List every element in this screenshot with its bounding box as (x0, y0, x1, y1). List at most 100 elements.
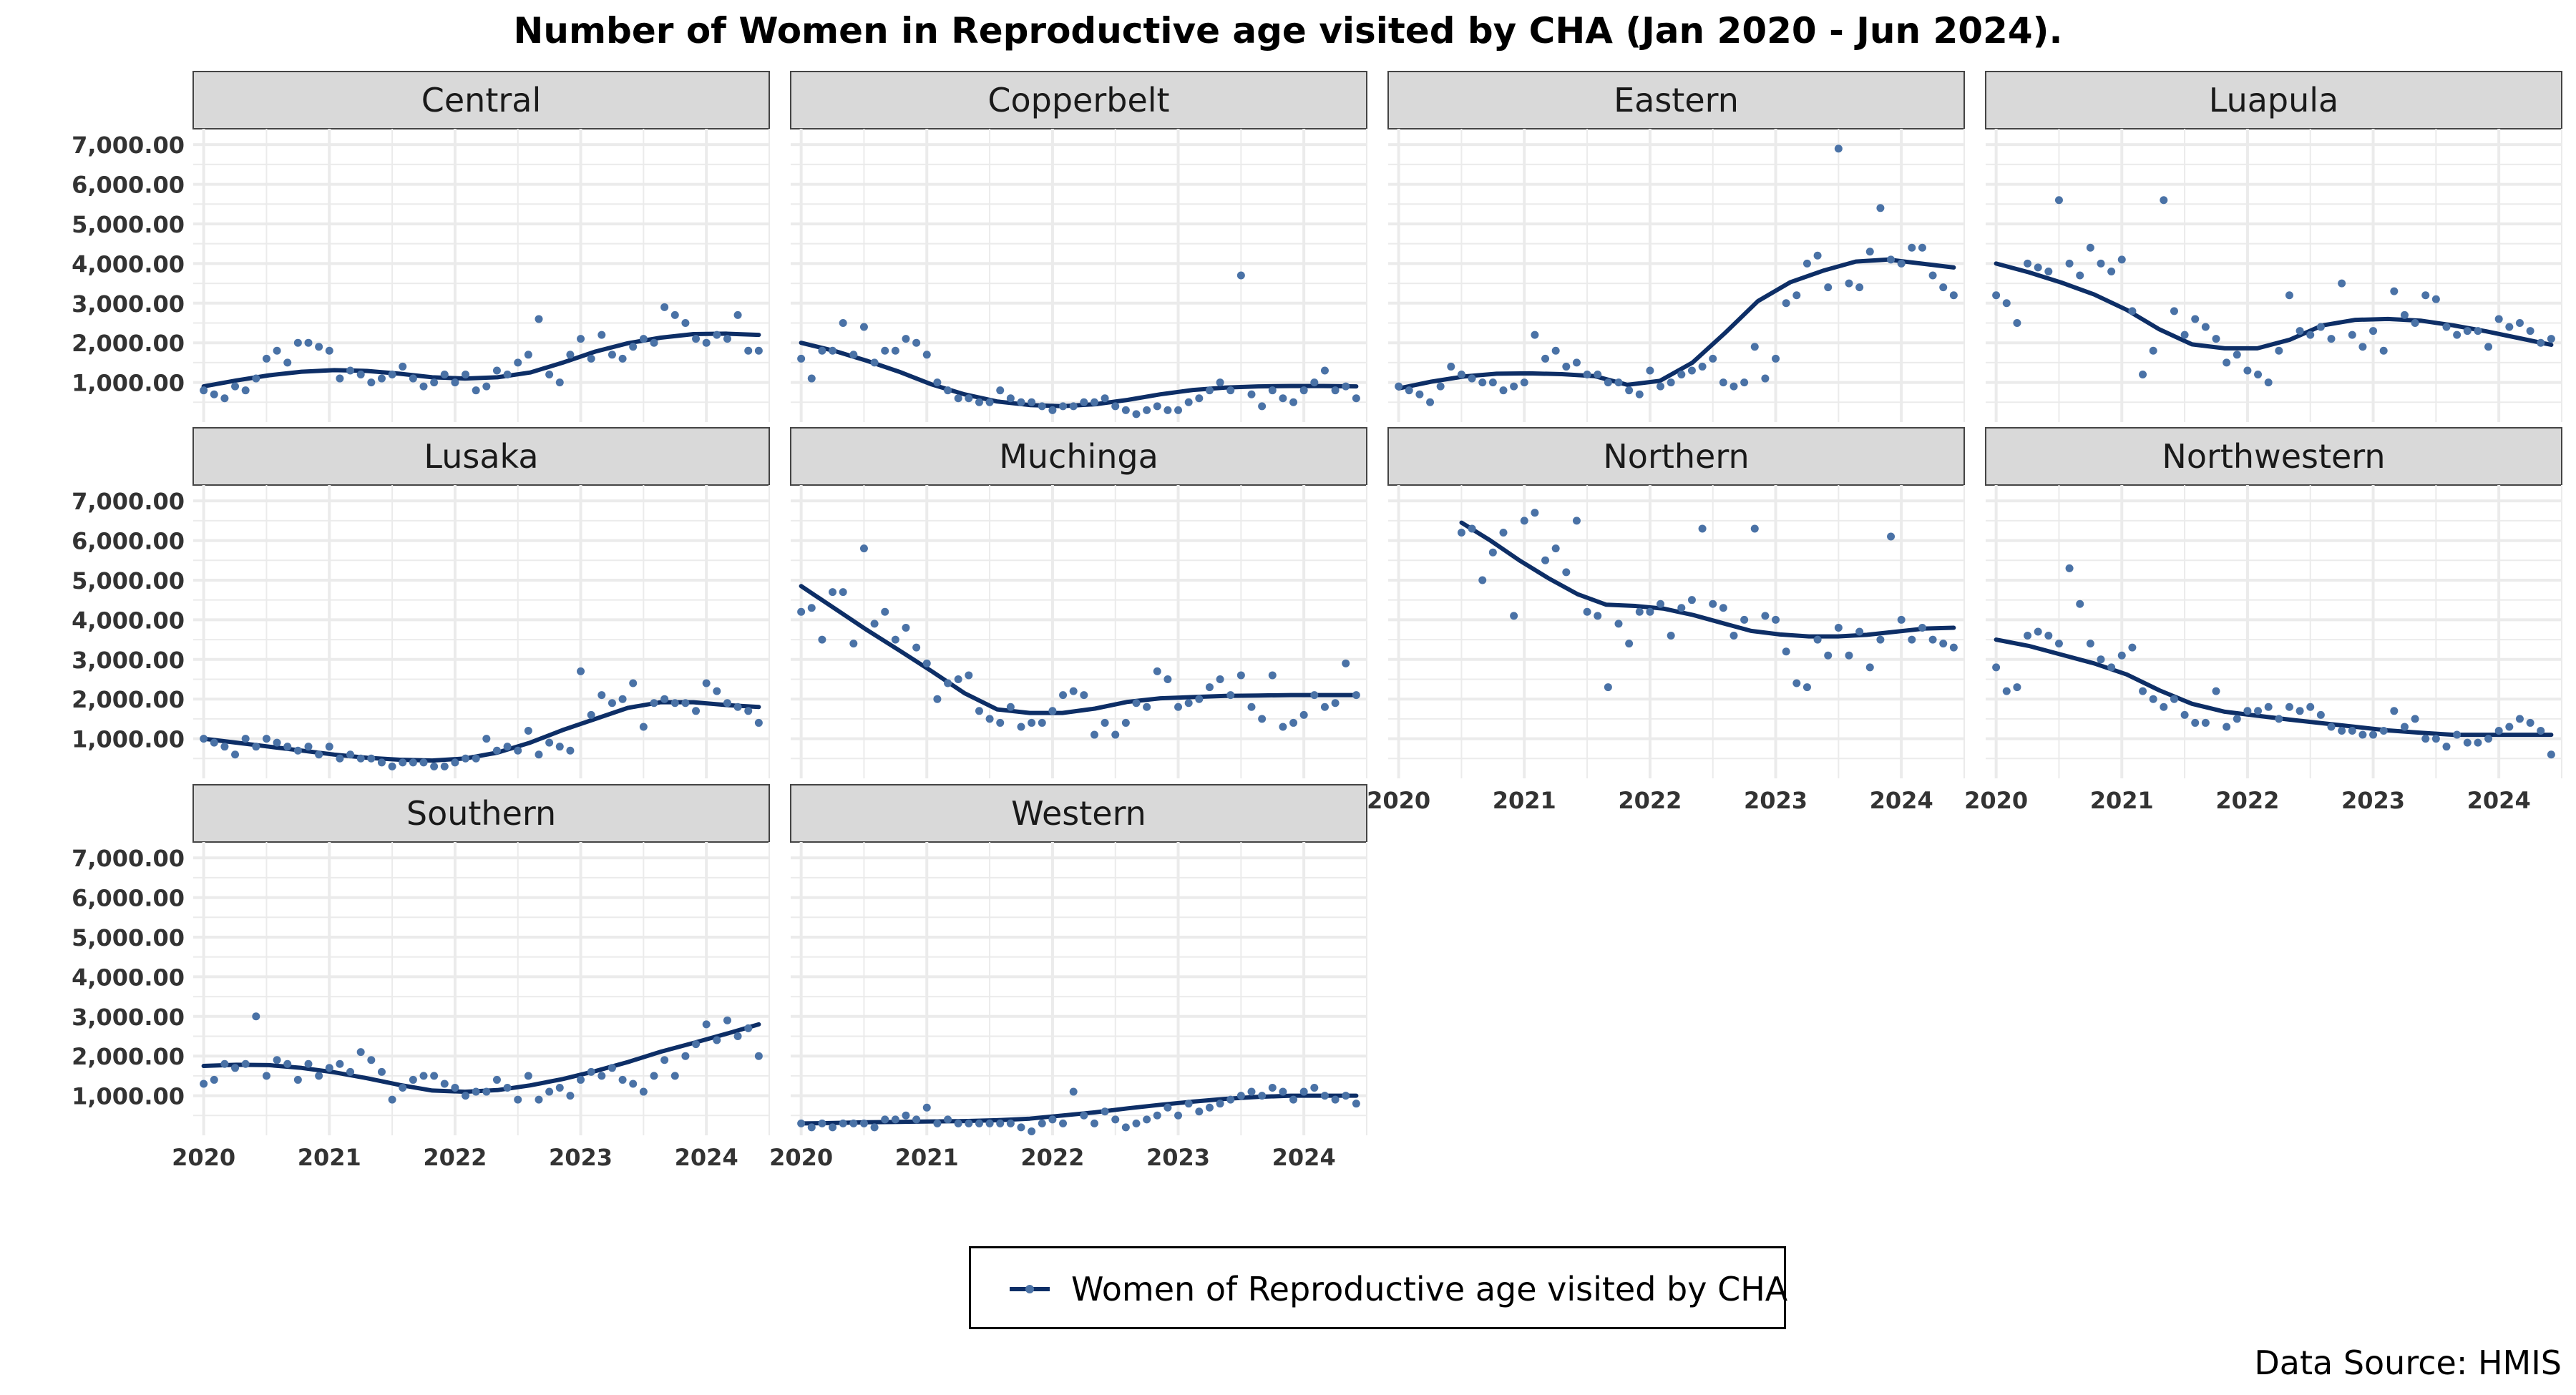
data-point (200, 386, 208, 395)
data-point (975, 1119, 983, 1127)
data-point (1111, 402, 1120, 411)
data-point (2547, 335, 2555, 343)
data-point (1510, 612, 1518, 620)
facet-panel: Central 1,000.00 2,000.00 3,000.00 4,000.00 5… (72, 71, 770, 422)
data-point (1059, 691, 1068, 700)
data-point (681, 1052, 690, 1060)
data-point (2275, 346, 2283, 355)
data-point (1572, 358, 1581, 367)
x-tick-label: 2022 (423, 1144, 487, 1171)
data-point (1006, 703, 1015, 711)
data-point (660, 695, 669, 703)
data-point (356, 1048, 365, 1057)
y-tick-label: 4,000.00 (72, 607, 185, 634)
data-point (2537, 338, 2545, 347)
data-point (1331, 1095, 1340, 1104)
data-point (891, 346, 899, 355)
x-tick-label: 2023 (1744, 787, 1807, 814)
data-point (670, 699, 679, 708)
data-point (1992, 291, 2001, 300)
data-point (492, 1075, 501, 1084)
data-point (965, 1119, 973, 1127)
data-point (1279, 394, 1287, 403)
data-point (922, 659, 931, 667)
y-tick-label: 1,000.00 (72, 726, 185, 753)
data-point (2223, 723, 2231, 731)
data-point (566, 746, 575, 755)
data-point (514, 746, 522, 755)
data-point (2254, 707, 2263, 715)
data-point (1447, 362, 1455, 371)
data-point (2338, 727, 2346, 735)
data-point (293, 746, 302, 755)
data-point (1069, 402, 1078, 411)
facet-panel: Eastern (1387, 71, 1965, 422)
data-point (2369, 327, 2378, 336)
facet-title: Western (1011, 794, 1146, 833)
data-point (1604, 378, 1612, 387)
data-point (1320, 1092, 1329, 1100)
data-point (1038, 718, 1046, 727)
x-tick-label: 2021 (1493, 787, 1556, 814)
data-point (399, 362, 407, 371)
data-point (2463, 738, 2472, 747)
data-point (1583, 371, 1591, 379)
data-point (2076, 271, 2084, 280)
data-point (1184, 699, 1193, 708)
data-point (1017, 398, 1025, 406)
data-point (1740, 378, 1749, 387)
data-point (2117, 651, 2126, 660)
data-point (2223, 358, 2231, 367)
data-point (1478, 378, 1487, 387)
data-point (1897, 259, 1906, 268)
data-point (1939, 640, 1948, 648)
x-tick-label: 2023 (549, 1144, 613, 1171)
data-point (1855, 627, 1864, 636)
x-tick-label: 2021 (895, 1144, 959, 1171)
data-point (660, 303, 669, 311)
data-point (356, 371, 365, 379)
data-point (1594, 612, 1602, 620)
facet-strip (790, 784, 1367, 843)
data-point (618, 1075, 627, 1084)
data-point (1436, 382, 1445, 391)
data-point (2484, 735, 2493, 743)
data-point (650, 699, 658, 708)
data-point (996, 1119, 1005, 1127)
data-point (231, 1064, 240, 1072)
data-point (1006, 394, 1015, 403)
data-point (807, 1123, 816, 1132)
trend-line (1459, 520, 1956, 639)
data-point (944, 679, 952, 687)
data-point (2358, 730, 2367, 739)
x-tick-label: 2024 (1272, 1144, 1336, 1171)
data-point (325, 743, 333, 751)
x-tick-label: 2020 (172, 1144, 235, 1171)
data-point (283, 358, 292, 367)
data-point (273, 1056, 281, 1064)
data-point (440, 371, 449, 379)
data-point (2139, 687, 2147, 695)
data-point (535, 1095, 543, 1104)
x-tick-label: 2024 (675, 1144, 738, 1171)
data-point (818, 346, 826, 355)
data-point (839, 588, 847, 597)
data-point (2160, 703, 2168, 711)
data-point (1101, 1107, 1109, 1116)
data-point (1090, 1119, 1098, 1127)
data-point (2494, 727, 2503, 735)
facet-title: Copperbelt (987, 81, 1169, 119)
data-point (912, 338, 921, 347)
data-point (965, 394, 973, 403)
data-point (2076, 599, 2084, 608)
data-point (902, 623, 910, 632)
chart-title: Number of Women in Reproductive age visi… (513, 10, 2063, 52)
data-point (482, 735, 491, 743)
data-point (2233, 715, 2241, 723)
data-point (2453, 730, 2462, 739)
data-point (1143, 703, 1151, 711)
data-point (535, 750, 543, 759)
data-point (262, 1072, 270, 1080)
data-point (1247, 1087, 1256, 1096)
data-point (315, 1072, 323, 1080)
